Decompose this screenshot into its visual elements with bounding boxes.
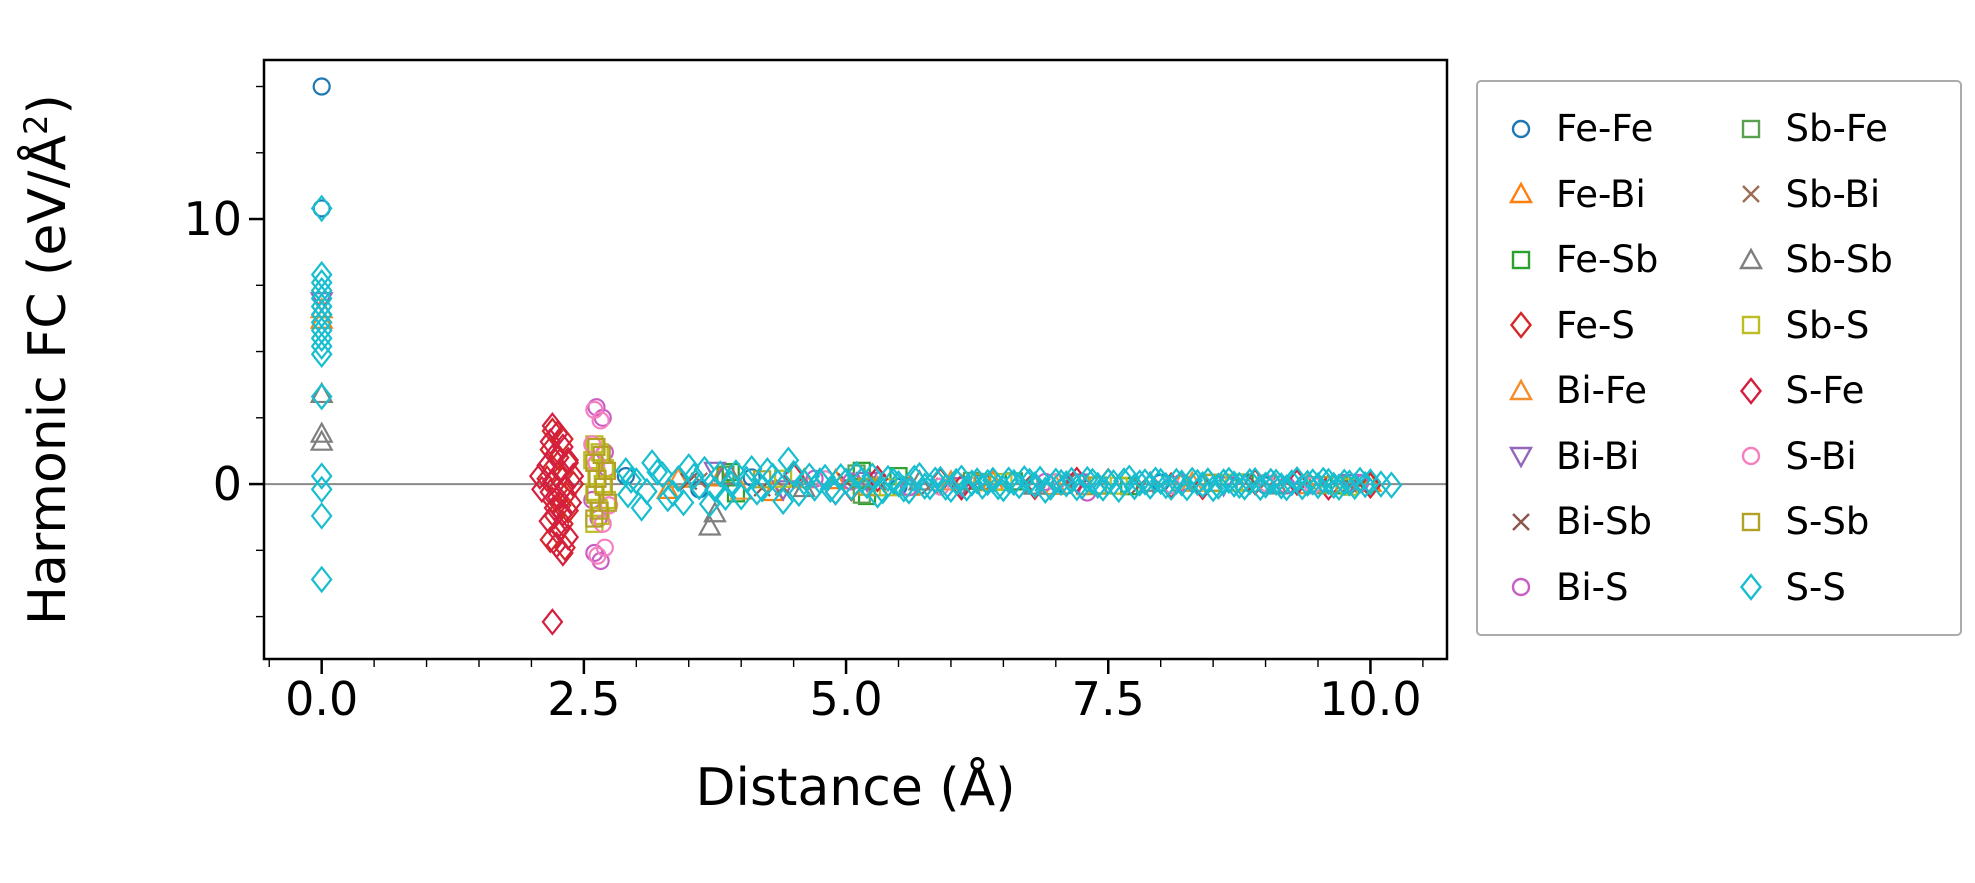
legend-item-Sb-Fe: Sb-Fe [1730,96,1938,162]
square-marker-icon [1741,316,1760,335]
legend-label: Sb-S [1785,303,1870,347]
legend: Fe-Fe Fe-Bi Fe-Sb Fe-S Bi-Fe Bi-Bi Bi-Sb Bi-S Sb… [1476,80,1962,636]
series-Fe-Fe [312,77,1370,499]
legend-label: Sb-Fe [1785,107,1888,151]
y-axis-label: Harmonic FC (eV/Å2) [16,94,77,625]
y-axis-label-wrap: Harmonic FC (eV/Å2) [4,60,90,659]
y-axis-label-pre: Harmonic FC (eV/Å [17,134,78,625]
legend-label: Bi-Fe [1556,369,1648,413]
legend-label: S-Bi [1785,434,1857,478]
svg-text:0.0: 0.0 [285,672,358,726]
svg-text:10: 10 [183,192,242,246]
circle-marker-icon [1511,578,1531,597]
legend-item-Bi-Bi: Bi-Bi [1500,424,1704,490]
legend-item-Fe-Bi: Fe-Bi [1500,162,1704,228]
legend-item-S-Bi: S-Bi [1730,424,1938,490]
axes-frame [262,58,1449,661]
legend-label: Fe-Fe [1556,107,1654,151]
x-axis-label: Distance (Å) [695,758,1016,818]
svg-text:2.5: 2.5 [547,672,620,726]
legend-item-Fe-Sb: Fe-Sb [1500,227,1704,293]
tick-labels: 0.0 2.5 5.0 7.5 10.0 0 10 [183,192,1421,726]
legend-item-Bi-Sb: Bi-Sb [1500,489,1704,555]
legend-label: Sb-Bi [1785,172,1881,216]
legend-item-Bi-Fe: Bi-Fe [1500,358,1704,424]
x-marker-icon [1512,512,1530,531]
legend-label: Fe-Sb [1556,238,1659,282]
legend-item-S-S: S-S [1730,555,1938,621]
legend-label: Bi-S [1556,565,1629,609]
axis-ticks [249,85,1424,674]
legend-label: S-S [1785,565,1846,609]
legend-item-Sb-Sb: Sb-Sb [1730,227,1938,293]
legend-label: Fe-S [1556,303,1635,347]
legend-label: Bi-Bi [1556,434,1640,478]
series-Bi-Fe [309,296,1320,500]
legend-item-Sb-Bi: Sb-Bi [1730,162,1938,228]
svg-text:5.0: 5.0 [809,672,882,726]
legend-label: Bi-Sb [1556,500,1652,544]
legend-label: Sb-Sb [1785,238,1893,282]
series-S-Fe [528,411,1340,636]
x-marker-icon [1741,185,1760,204]
diamond-marker-icon [1509,311,1533,340]
triangle-up-marker-icon [1508,181,1534,204]
diamond-marker-icon [1739,376,1762,405]
svg-text:7.5: 7.5 [1072,672,1145,726]
triangle-up-marker-icon [1508,378,1534,400]
legend-label: S-Fe [1785,369,1865,413]
triangle-up-marker-icon [1738,247,1763,269]
svg-text:0: 0 [213,457,242,511]
y-axis-label-sup: 2 [16,114,55,135]
legend-item-S-Fe: S-Fe [1730,358,1938,424]
circle-marker-icon [1741,447,1760,466]
series-Sb-Sb [309,381,1288,536]
triangle-down-marker-icon [1508,447,1534,469]
square-marker-icon [1511,250,1531,269]
square-marker-icon [1741,119,1760,138]
legend-item-S-Sb: S-Sb [1730,489,1938,555]
legend-item-Bi-S: Bi-S [1500,555,1704,621]
legend-label: Fe-Bi [1556,172,1646,216]
legend-item-Fe-Fe: Fe-Fe [1500,96,1704,162]
legend-item-Fe-S: Fe-S [1500,293,1704,359]
diamond-marker-icon [1739,573,1762,602]
square-marker-icon [1741,512,1760,531]
circle-marker-icon [1511,119,1531,138]
legend-item-Sb-S: Sb-S [1730,293,1938,359]
svg-text:10.0: 10.0 [1319,672,1421,726]
y-axis-label-post: ) [17,94,78,115]
legend-label: S-Sb [1785,500,1870,544]
series-S-S [310,194,1403,594]
